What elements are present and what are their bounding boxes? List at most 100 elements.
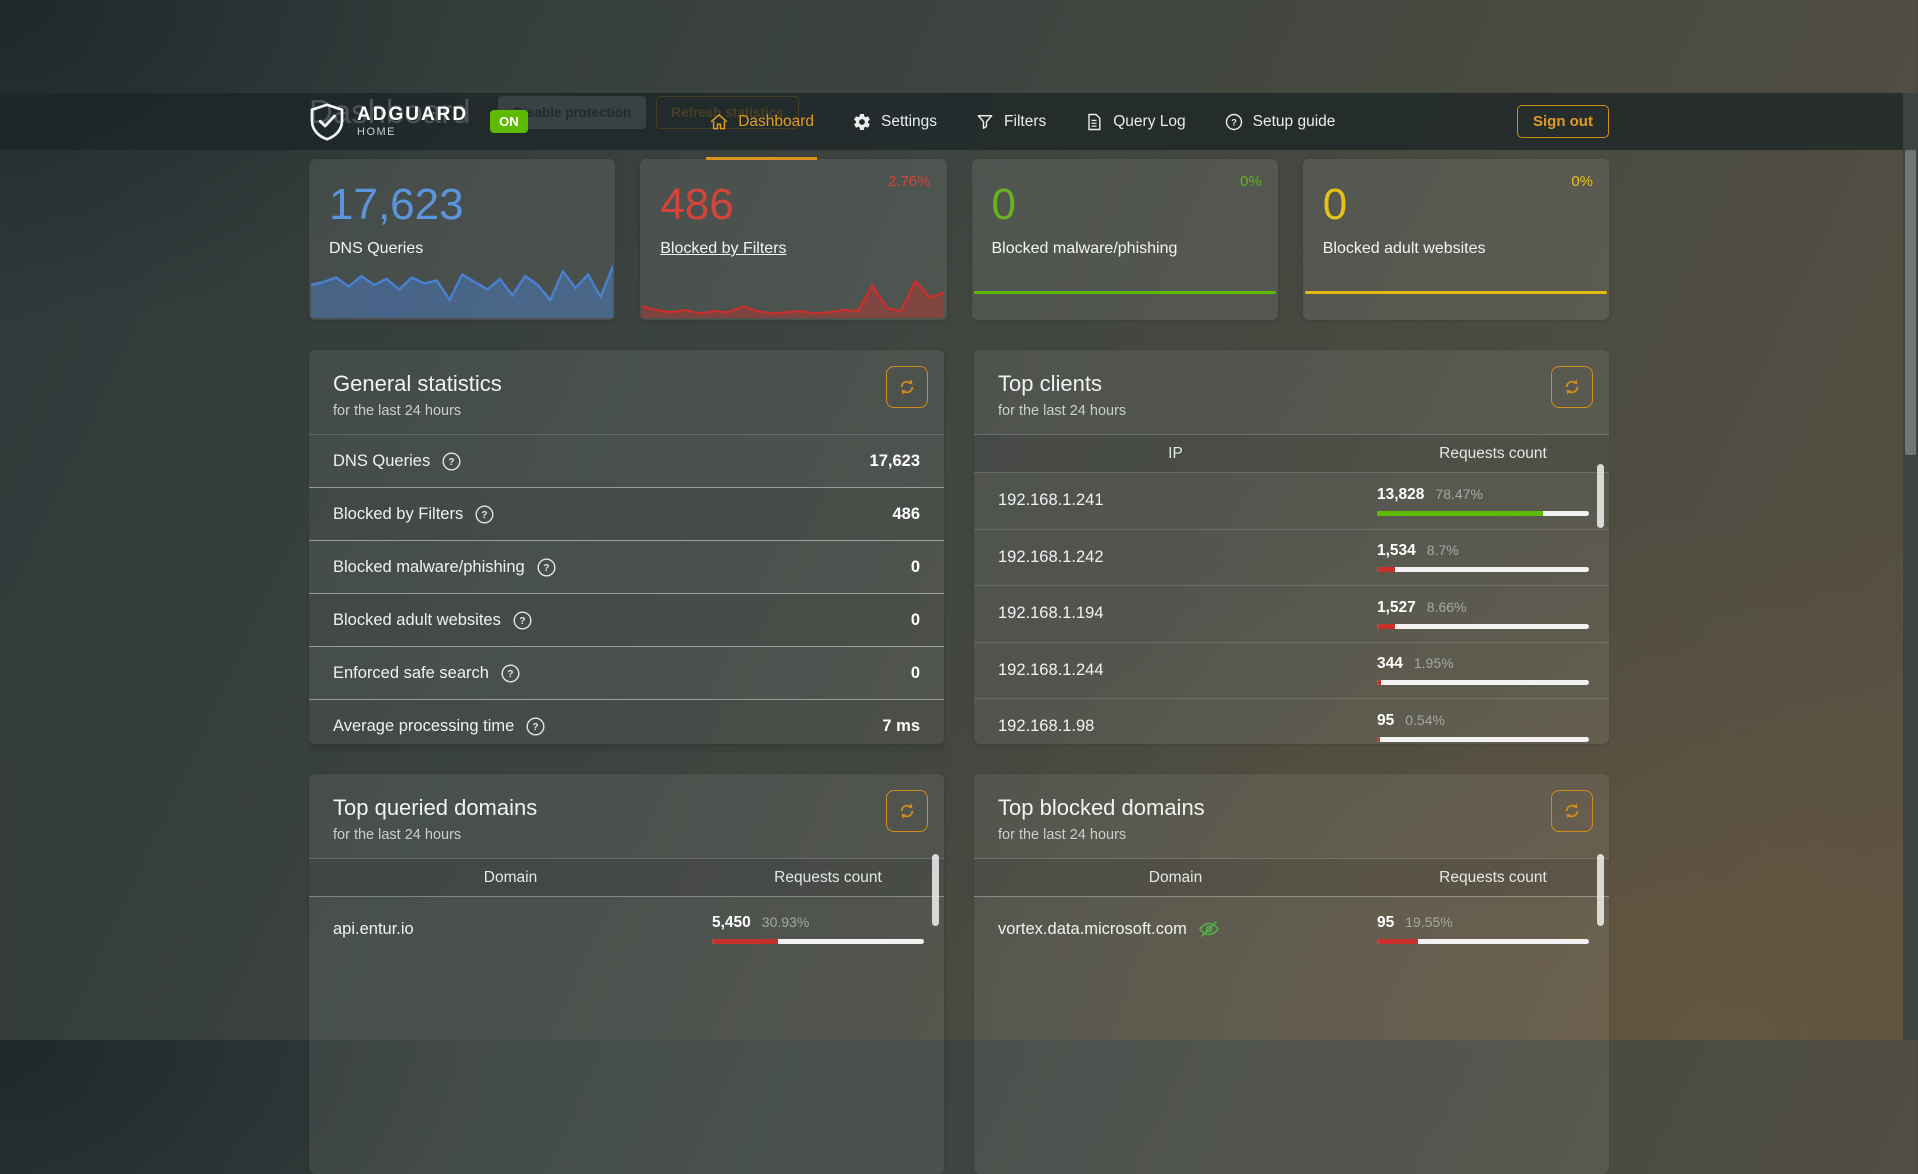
table-header-row: Domain Requests count xyxy=(309,858,944,896)
svg-text:?: ? xyxy=(449,457,455,468)
filter-icon xyxy=(975,112,995,132)
help-icon[interactable]: ? xyxy=(441,451,462,472)
stat-value: 17,623 xyxy=(869,451,920,470)
panel-subtitle: for the last 24 hours xyxy=(333,403,462,419)
progress-bar-fill xyxy=(1377,567,1396,573)
progress-bar xyxy=(1377,567,1589,573)
stat-label: Blocked adult websites xyxy=(333,610,501,629)
table-row: 192.168.1.98 95 0.54% xyxy=(974,698,1609,755)
page-scrollbar[interactable] xyxy=(1903,93,1918,1040)
shield-logo-icon xyxy=(309,102,345,142)
progress-bar xyxy=(1377,736,1589,742)
brand-subtitle: HOME xyxy=(357,126,396,138)
progress-bar-fill xyxy=(1377,736,1380,742)
column-header-requests-count: Requests count xyxy=(1439,868,1547,886)
panel-header: Top queried domains for the last 24 hour… xyxy=(309,774,944,858)
card-number: 0 xyxy=(991,180,1016,229)
panel-title: Top clients xyxy=(998,371,1102,396)
nav-item-setup-guide[interactable]: ? Setup guide xyxy=(1224,93,1336,150)
gear-icon xyxy=(852,112,872,132)
card-label[interactable]: Blocked by Filters xyxy=(660,240,787,257)
nav-item-settings[interactable]: Settings xyxy=(852,93,937,150)
stat-value: 0 xyxy=(910,610,920,629)
client-ip[interactable]: 192.168.1.242 xyxy=(998,547,1104,566)
nav-item-label: Filters xyxy=(1004,112,1047,130)
adguard-home-dashboard: ADGUARD HOME ON Dashboard Settings Filters… xyxy=(0,93,1918,1174)
nav-item-label: Settings xyxy=(881,112,938,130)
progress-bar-fill xyxy=(1377,939,1419,944)
stat-value: 7 ms xyxy=(882,716,920,735)
stat-card-dns-queries: 17,623 DNS Queries xyxy=(309,159,616,320)
panel-scrollbar-thumb[interactable] xyxy=(1597,854,1604,926)
nav-item-dashboard[interactable]: Dashboard xyxy=(706,93,817,160)
card-number: 0 xyxy=(1322,180,1348,229)
help-icon[interactable]: ? xyxy=(525,716,546,737)
requests-count-cell: 13,828 78.47% xyxy=(1377,486,1589,516)
column-header-domain: Domain xyxy=(1148,868,1203,886)
request-percent: 8.66% xyxy=(1426,598,1467,615)
requests-count-cell: 1,534 8.7% xyxy=(1377,542,1589,573)
refresh-panel-button[interactable] xyxy=(1551,790,1593,832)
top-queried-domains-table: Domain Requests count api.entur.io 5,450 30.… xyxy=(309,858,944,961)
sparkline-chart xyxy=(642,279,945,318)
stat-label: Blocked malware/phishing xyxy=(333,557,525,576)
help-icon[interactable]: ? xyxy=(536,557,557,578)
client-ip[interactable]: 192.168.1.244 xyxy=(998,660,1104,679)
stat-row-average-processing-time: Average processing time? 7 ms xyxy=(309,699,944,752)
help-icon[interactable]: ? xyxy=(474,504,495,525)
top-queried-domains-panel: Top queried domains for the last 24 hour… xyxy=(309,774,944,1174)
panel-header: General statistics for the last 24 hours xyxy=(309,350,944,434)
panel-title: General statistics xyxy=(333,371,502,396)
main-menu: Dashboard Settings Filters Query Log? Setup … xyxy=(706,93,1336,160)
refresh-icon xyxy=(1562,801,1582,821)
sign-out-button[interactable]: Sign out xyxy=(1516,105,1609,138)
panel-scrollbar-thumb[interactable] xyxy=(932,854,939,926)
svg-text:?: ? xyxy=(482,510,488,521)
nav-item-query-log[interactable]: Query Log xyxy=(1084,93,1186,150)
request-percent: 78.47% xyxy=(1435,485,1483,502)
client-ip[interactable]: 192.168.1.194 xyxy=(998,604,1104,623)
stat-row-blocked-adult-websites: Blocked adult websites? 0 xyxy=(309,593,944,646)
help-icon[interactable]: ? xyxy=(500,663,521,684)
refresh-icon xyxy=(1562,377,1582,397)
refresh-icon xyxy=(897,377,917,397)
table-row: 192.168.1.241 13,828 78.47% xyxy=(974,472,1609,529)
top-blocked-domains-table: Domain Requests count vortex.data.microsof… xyxy=(974,858,1609,961)
refresh-icon xyxy=(897,801,917,821)
column-header-domain: Domain xyxy=(483,868,538,886)
panel-scrollbar-thumb[interactable] xyxy=(1597,464,1604,528)
svg-text:?: ? xyxy=(1231,117,1237,127)
domain-name[interactable]: api.entur.io xyxy=(333,919,414,938)
table-row: api.entur.io 5,450 30.93% xyxy=(309,896,944,961)
sparkline-chart xyxy=(311,265,614,318)
svg-text:?: ? xyxy=(533,722,539,733)
panel-subtitle: for the last 24 hours xyxy=(998,403,1127,419)
progress-bar xyxy=(1377,680,1589,686)
page-scrollbar-thumb[interactable] xyxy=(1905,150,1916,455)
client-ip[interactable]: 192.168.1.241 xyxy=(998,491,1104,510)
flat-line-chart xyxy=(1304,291,1607,294)
refresh-panel-button[interactable] xyxy=(1551,366,1593,408)
stat-label: Enforced safe search xyxy=(333,663,489,682)
request-percent: 30.93% xyxy=(761,914,810,930)
domain-name[interactable]: vortex.data.microsoft.com xyxy=(998,917,1221,941)
nav-item-label: Setup guide xyxy=(1252,112,1336,130)
refresh-panel-button[interactable] xyxy=(886,366,928,408)
help-icon[interactable]: ? xyxy=(512,610,533,631)
stat-row-enforced-safe-search: Enforced safe search? 0 xyxy=(309,646,944,699)
table-row: vortex.data.microsoft.com 95 19.55% xyxy=(974,896,1609,961)
stat-label: DNS Queries xyxy=(333,451,431,470)
column-header-requests-count: Requests count xyxy=(1439,444,1547,462)
home-icon xyxy=(709,112,729,132)
request-count: 13,828 xyxy=(1377,485,1425,503)
brand-text: ADGUARD HOME xyxy=(357,105,468,138)
progress-bar-fill xyxy=(1377,510,1544,516)
card-percent: 2.76% xyxy=(887,173,931,190)
client-ip[interactable]: 192.168.1.98 xyxy=(998,717,1095,736)
column-header-requests-count: Requests count xyxy=(774,868,882,886)
progress-bar xyxy=(1377,510,1589,516)
stat-card-blocked-malware-phishing: 0% 0 Blocked malware/phishing xyxy=(971,159,1278,320)
card-number: 486 xyxy=(660,180,734,229)
refresh-panel-button[interactable] xyxy=(886,790,928,832)
nav-item-filters[interactable]: Filters xyxy=(975,93,1046,150)
